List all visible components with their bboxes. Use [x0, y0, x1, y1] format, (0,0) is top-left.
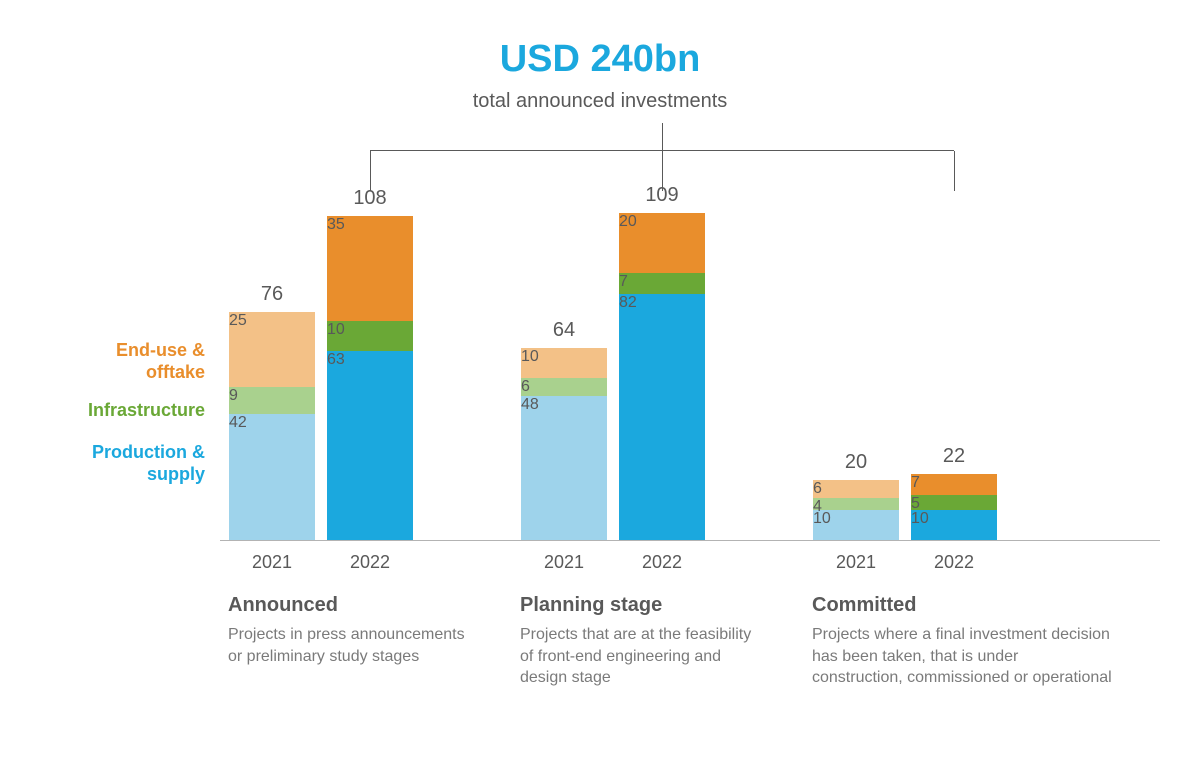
figure-title: USD 240bn — [0, 38, 1200, 81]
bar-total-g0y21: 76 — [222, 283, 322, 306]
group-title-planning: Planning stage — [520, 594, 662, 617]
bar-g2y22: 1057 — [911, 474, 997, 540]
xlabel-g2y21: 2021 — [836, 552, 876, 573]
bar-total-g2y21: 20 — [806, 451, 906, 474]
bar-g0y22: 631035 — [327, 216, 413, 540]
xlabel-g0y22: 2022 — [350, 552, 390, 573]
bar-segment-g0y21-infra_2021: 9 — [229, 387, 315, 414]
bar-g1y22: 82720 — [619, 213, 705, 540]
legend-item-production: Production &supply — [40, 442, 205, 485]
bar-segment-g2y22-end_use_2022: 7 — [911, 474, 997, 495]
bar-g1y21: 48610 — [521, 348, 607, 540]
group-title-announced: Announced — [228, 594, 338, 617]
bar-total-g1y22: 109 — [612, 184, 712, 207]
bar-g2y21: 1046 — [813, 480, 899, 540]
bar-segment-g2y21-end_use_2021: 6 — [813, 480, 899, 498]
bar-segment-g2y22-production_2022: 10 — [911, 510, 997, 540]
group-title-committed: Committed — [812, 594, 916, 617]
bar-g0y21: 42925 — [229, 312, 315, 540]
figure-subtitle: total announced investments — [0, 90, 1200, 113]
bar-segment-g1y22-production_2022: 82 — [619, 294, 705, 540]
xlabel-g0y21: 2021 — [252, 552, 292, 573]
bar-segment-g0y22-infra_2022: 10 — [327, 321, 413, 351]
legend-item-infra: Infrastructure — [40, 400, 205, 422]
group-desc-planning: Projects that are at the feasibility of … — [520, 624, 760, 689]
legend-item-end_use: End-use &offtake — [40, 340, 205, 383]
group-desc-announced: Projects in press announcements or preli… — [228, 624, 468, 667]
bar-segment-g1y21-infra_2021: 6 — [521, 378, 607, 396]
bar-segment-g2y22-infra_2022: 5 — [911, 495, 997, 510]
bar-segment-g1y21-end_use_2021: 10 — [521, 348, 607, 378]
bar-segment-g0y22-end_use_2022: 35 — [327, 216, 413, 321]
bar-total-g1y21: 64 — [514, 319, 614, 342]
bar-segment-g1y21-production_2021: 48 — [521, 396, 607, 540]
chart-area: 4292576631035108486106482720109104620105… — [220, 150, 1160, 540]
bar-segment-g2y21-infra_2021: 4 — [813, 498, 899, 510]
bar-total-g0y22: 108 — [320, 187, 420, 210]
figure-root: USD 240bn total announced investments En… — [0, 0, 1200, 780]
bar-segment-g2y21-production_2021: 10 — [813, 510, 899, 540]
bracket-stem — [662, 123, 663, 151]
bar-segment-g1y22-end_use_2022: 20 — [619, 213, 705, 273]
bar-segment-g0y21-production_2021: 42 — [229, 414, 315, 540]
xlabel-g1y22: 2022 — [642, 552, 682, 573]
group-desc-committed: Projects where a final investment decisi… — [812, 624, 1112, 689]
chart-baseline — [220, 540, 1160, 541]
xlabel-g2y22: 2022 — [934, 552, 974, 573]
bar-segment-g0y21-end_use_2021: 25 — [229, 312, 315, 387]
bar-segment-g0y22-production_2022: 63 — [327, 351, 413, 540]
xlabel-g1y21: 2021 — [544, 552, 584, 573]
bar-segment-g1y22-infra_2022: 7 — [619, 273, 705, 294]
bar-total-g2y22: 22 — [904, 445, 1004, 468]
